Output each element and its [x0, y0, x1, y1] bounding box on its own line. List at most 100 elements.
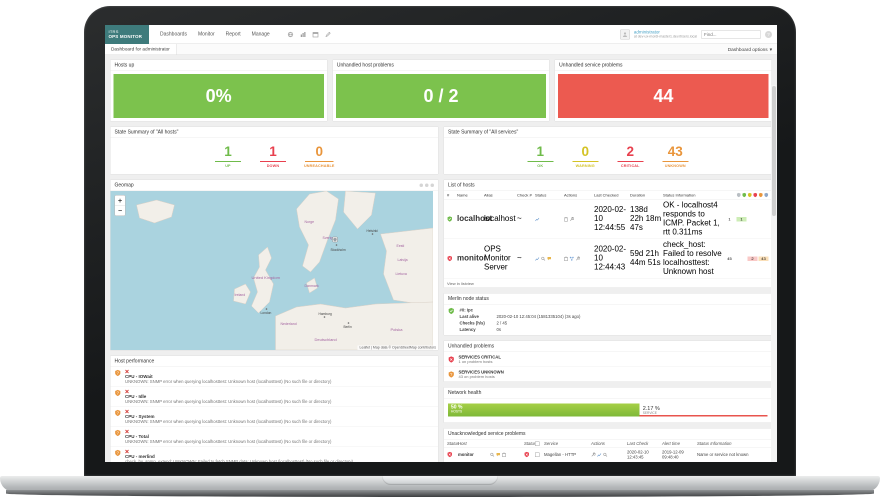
network-icon[interactable]	[288, 31, 294, 37]
services-unknown-count[interactable]: 43 UNKNOWN	[661, 145, 689, 168]
magnifier-icon[interactable]	[603, 452, 608, 457]
host-link[interactable]: localhost	[457, 214, 493, 224]
hosts-unreachable-count[interactable]: 0 UNREACHABLE	[304, 145, 335, 168]
view-in-listview-link[interactable]: View in listview	[447, 281, 474, 287]
host-link[interactable]: monitor	[457, 254, 487, 263]
menu-manage[interactable]: Manage	[251, 31, 270, 38]
col-name[interactable]: Name	[457, 192, 468, 198]
dashboard-options-button[interactable]: Dashboard options ▾	[728, 44, 772, 55]
menu-monitor[interactable]: Monitor	[197, 31, 215, 38]
service-total[interactable]: 1	[728, 216, 731, 222]
services-critical-count[interactable]: 2 CRITICAL	[616, 145, 644, 168]
app-logo: ITRS OPS MONITOR	[105, 25, 149, 44]
wrench-icon[interactable]	[591, 452, 596, 457]
hosts-up-title: Hosts up	[114, 62, 135, 69]
panel-refresh-icon[interactable]	[425, 183, 429, 187]
help-icon[interactable]: ?	[765, 31, 772, 38]
hosts-health-bar[interactable]: 50 % HOSTS	[448, 403, 640, 417]
service-link[interactable]: CPU - Total	[125, 434, 149, 439]
list-item[interactable]: ? SERVICES UNKNOWN 43 on problem hosts	[444, 367, 772, 382]
host-link[interactable]: monitor	[458, 452, 474, 457]
hosts-up-count[interactable]: 1 UP	[214, 145, 242, 168]
unknown-count-cell[interactable]: 43	[758, 256, 769, 261]
service-link[interactable]: CPU - IOWait	[125, 374, 153, 379]
graph-icon[interactable]	[535, 217, 540, 222]
wrench-icon[interactable]	[576, 256, 581, 261]
col-duration[interactable]: Duration	[630, 192, 646, 198]
col-alias[interactable]: Alias	[484, 192, 493, 198]
services-ok-count[interactable]: 1 OK	[526, 145, 554, 168]
panel-close-icon[interactable]	[430, 183, 434, 187]
col-actions[interactable]: Actions	[564, 192, 578, 198]
service-link[interactable]: CPU - merlind	[125, 454, 155, 459]
row-checkbox[interactable]	[535, 452, 540, 457]
wrench-icon[interactable]	[570, 216, 575, 222]
hosts-up-value[interactable]: 0%	[113, 74, 324, 118]
magnifier-icon[interactable]	[490, 452, 495, 457]
col-host[interactable]: Host	[458, 441, 467, 446]
service-link[interactable]: CPU - Idle	[125, 394, 147, 399]
zoom-in-button[interactable]: +	[115, 196, 125, 206]
clipboard-icon[interactable]	[564, 217, 568, 222]
user-info[interactable]: administrator at dev-ux-mordi-master1.de…	[634, 30, 697, 40]
list-item[interactable]: ? CPU - System UNKNOWN: SNMP error when …	[110, 407, 438, 427]
host-marker-icon[interactable]	[332, 236, 338, 243]
menu-report[interactable]: Report	[225, 31, 241, 38]
unhandled-host-problems-value[interactable]: 0 / 2	[335, 74, 547, 118]
service-link[interactable]: CPU - System	[125, 414, 155, 419]
col-last-checked[interactable]: Last Checked	[594, 192, 619, 198]
problem-group-link[interactable]: SERVICES UNKNOWN	[458, 369, 504, 375]
tab-dashboard-for-administrator[interactable]: Dashboard for administrator	[105, 44, 177, 55]
unhandled-service-problems-value[interactable]: 44	[558, 74, 769, 118]
zoom-out-button[interactable]: −	[117, 206, 123, 215]
col-status-information[interactable]: Status Information	[663, 192, 696, 198]
clipboard-icon[interactable]	[564, 256, 568, 261]
table-row[interactable]: localhost localhost ~ 2020-	[444, 200, 772, 239]
find-input[interactable]	[701, 30, 761, 39]
col-host-status[interactable]: Status	[447, 441, 460, 446]
scrollbar-thumb[interactable]	[772, 86, 776, 216]
col-alert-time[interactable]: Alert time	[662, 441, 680, 446]
table-row[interactable]: monitor Magellan - HTTP	[444, 448, 772, 461]
col-check[interactable]: Check #	[517, 192, 532, 198]
list-item[interactable]: SERVICES CRITICAL 1 on problem hosts	[444, 352, 772, 367]
ok-count-cell[interactable]: 1	[736, 216, 747, 222]
col-status-icons[interactable]: Status	[535, 192, 547, 198]
user-avatar[interactable]	[619, 29, 630, 40]
page-scrollbar[interactable]	[771, 85, 777, 462]
col-last-check[interactable]: Last Check	[627, 441, 649, 446]
col-status-information[interactable]: Status Information	[697, 441, 732, 446]
services-warning-count[interactable]: 0 WARNING	[571, 145, 599, 168]
service-link[interactable]: Magellan - HTTP	[544, 452, 577, 457]
warning-label: WARNING	[575, 163, 595, 169]
col-actions[interactable]: Actions	[591, 441, 605, 446]
col-status[interactable]: #	[447, 192, 450, 198]
list-item[interactable]: ? CPU - IOWait UNKNOWN: SNMP error when …	[110, 367, 438, 387]
calendar-icon[interactable]	[312, 31, 319, 38]
select-all-checkbox[interactable]	[535, 441, 540, 446]
pencil-icon[interactable]	[325, 31, 331, 37]
magnifier-icon[interactable]	[541, 256, 546, 261]
menu-dashboards[interactable]: Dashboards	[160, 31, 187, 38]
list-item[interactable]: ? CPU - merlind check_by_snmp_extend: UN…	[111, 447, 439, 462]
graph-icon[interactable]	[535, 256, 540, 261]
comment-icon[interactable]	[547, 257, 552, 261]
list-item[interactable]: ? CPU - Total UNKNOWN: SNMP error when q…	[110, 427, 438, 447]
problem-group-link[interactable]: SERVICES CRITICAL	[458, 354, 501, 360]
list-item[interactable]: ? CPU - Idle UNKNOWN: SNMP error when qu…	[110, 387, 438, 407]
bar-chart-icon[interactable]	[300, 31, 306, 37]
graph-icon[interactable]	[597, 452, 602, 457]
service-health-bar[interactable]: 2.17 % SERVICE	[639, 406, 768, 417]
table-row[interactable]: monitor OPS Monitor Server ~	[444, 239, 772, 279]
critical-count-cell[interactable]: 2	[747, 256, 758, 261]
hosts-down-count[interactable]: 1 DOWN	[259, 145, 287, 168]
panel-settings-icon[interactable]	[419, 183, 423, 187]
clipboard-icon[interactable]	[502, 452, 506, 457]
service-total[interactable]: 45	[727, 256, 732, 261]
col-service[interactable]: Service	[544, 441, 559, 446]
geomap-map[interactable]: United Kingdom Ireland Danmark Norge Sve…	[110, 191, 438, 350]
comment-icon[interactable]	[496, 453, 501, 457]
col-service-status[interactable]: Status	[524, 441, 537, 446]
user-name[interactable]: administrator	[633, 29, 660, 35]
network-node-icon[interactable]	[569, 256, 575, 261]
